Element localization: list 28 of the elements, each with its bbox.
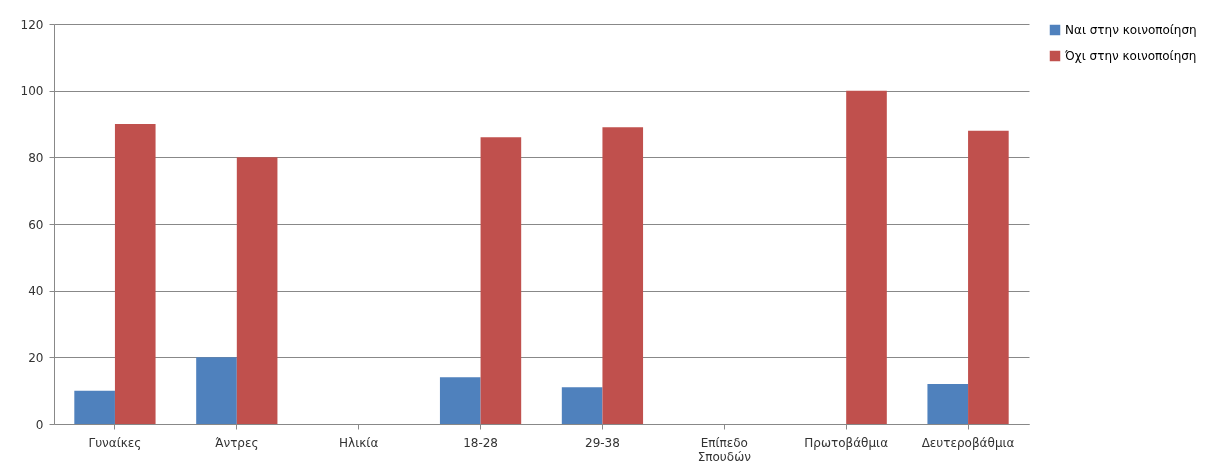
bar: [74, 390, 115, 424]
bar: [196, 357, 237, 424]
bar: [561, 387, 603, 424]
bar: [968, 130, 1009, 424]
bar: [927, 384, 969, 424]
y-tick-label: 120: [20, 17, 44, 32]
bar: [846, 90, 887, 424]
y-tick-label: 20: [28, 350, 44, 365]
x-tick-label: Επίπεδο Σπουδών: [697, 435, 752, 464]
bar: [236, 157, 278, 424]
bar: [114, 124, 156, 424]
x-tick-label: Πρωτοβάθμια: [804, 435, 889, 450]
x-tick-label: 18-28: [463, 435, 498, 450]
bar: [439, 377, 481, 424]
y-tick-label: 60: [28, 217, 44, 232]
y-tick-label: 100: [20, 84, 44, 99]
x-tick-label: Γυναίκες: [88, 435, 142, 450]
y-tick-label: 40: [28, 284, 44, 299]
bar: [602, 127, 644, 424]
x-tick-label: Δευτεροβάθμια: [921, 435, 1015, 450]
y-tick-label: 80: [28, 150, 44, 165]
x-tick-label: Άντρες: [215, 435, 259, 450]
x-tick-label: 29-38: [585, 435, 620, 450]
bar: [480, 137, 522, 424]
y-tick-label: 0: [35, 417, 44, 432]
legend-label: Όχι στην κοινοποίηση: [1064, 49, 1197, 63]
x-tick-label: Ηλικία: [339, 435, 379, 450]
legend-label: Ναι στην κοινοποίηση: [1065, 23, 1197, 37]
